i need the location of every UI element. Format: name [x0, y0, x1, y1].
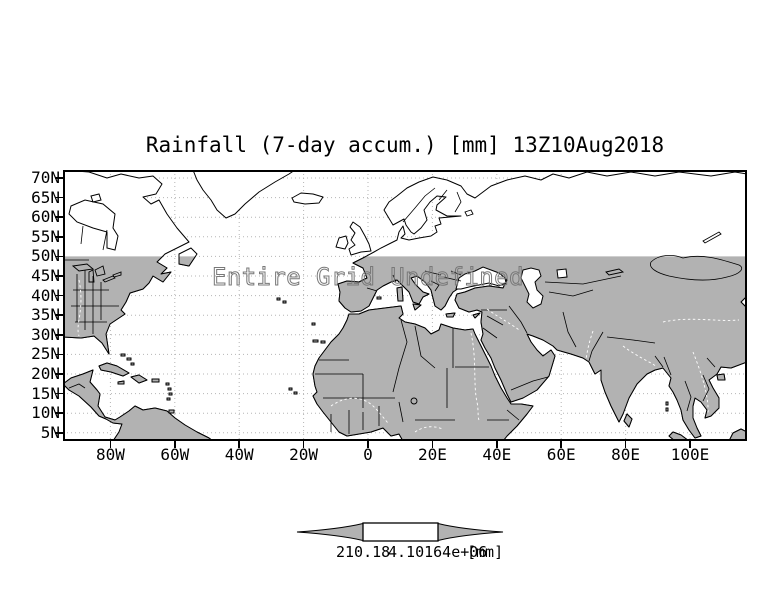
y-tick-mark: [55, 255, 63, 258]
colorbar-segment: [362, 522, 439, 542]
x-tick-label: 0: [363, 445, 373, 464]
y-tick-label: 70N: [31, 168, 60, 187]
x-tick-mark: [496, 441, 498, 448]
colorbar-units-label: [mm]: [467, 543, 504, 561]
x-tick-label: 20E: [417, 445, 447, 464]
chart-title: Rainfall (7-day accum.) [mm] 13Z10Aug201…: [145, 133, 665, 157]
y-tick-label: 40N: [31, 285, 60, 305]
x-tick-label: 40W: [224, 445, 254, 464]
country-borders: [63, 187, 743, 434]
x-tick-label: 80W: [95, 445, 125, 464]
world-map: [63, 170, 747, 441]
colorbar-max-label: 4.10164e+06: [388, 543, 488, 561]
x-tick-mark: [624, 441, 627, 448]
x-tick-mark: [431, 441, 434, 448]
x-tick-label: 40E: [482, 445, 512, 464]
rivers: [77, 279, 740, 433]
y-tick-mark: [55, 216, 63, 218]
y-tick-mark: [55, 412, 63, 414]
y-tick-label: 35N: [31, 305, 60, 325]
colorbar: [296, 522, 504, 542]
y-tick-label: 25N: [31, 344, 60, 364]
y-tick-mark: [55, 196, 63, 199]
y-tick-mark: [55, 314, 63, 316]
x-tick-mark: [174, 441, 176, 448]
y-tick-label: 45N: [31, 266, 60, 285]
y-tick-label: 5N: [40, 422, 60, 442]
x-tick-label: 60W: [160, 445, 190, 464]
x-tick-mark: [109, 441, 112, 448]
y-tick-label: 30N: [31, 324, 60, 344]
x-tick-mark: [238, 441, 240, 448]
colorbar-left-arrow: [296, 522, 364, 542]
y-tick-mark: [55, 294, 63, 297]
map-frame: [63, 170, 747, 441]
x-tick-mark: [367, 441, 369, 448]
x-tick-mark: [302, 441, 305, 448]
x-tick-label: 100E: [670, 445, 710, 464]
y-tick-mark: [55, 373, 63, 375]
lakes: [71, 209, 722, 405]
y-tick-mark: [55, 177, 63, 179]
x-tick-mark: [689, 441, 691, 448]
y-tick-mark: [55, 275, 63, 277]
y-tick-label: 55N: [31, 226, 60, 246]
y-tick-label: 60N: [31, 207, 60, 227]
y-tick-mark: [55, 353, 63, 356]
hudson-bay: [68, 193, 119, 251]
undefined-grid-annotation: Entire Grid Undefined: [212, 263, 524, 291]
x-tick-mark: [560, 441, 562, 448]
y-tick-label: 65N: [31, 187, 60, 207]
y-tick-label: 20N: [31, 364, 60, 383]
y-tick-label: 50N: [31, 246, 60, 266]
y-tick-mark: [55, 334, 63, 336]
y-tick-mark: [55, 392, 63, 395]
colorbar-min-label: 210.18: [336, 543, 391, 561]
x-tick-label: 80E: [611, 445, 641, 464]
y-tick-label: 15N: [31, 383, 60, 403]
y-tick-label: 10N: [31, 403, 60, 423]
y-tick-mark: [55, 236, 63, 238]
x-tick-label: 20W: [289, 445, 319, 464]
y-tick-mark: [55, 432, 63, 434]
x-tick-label: 60E: [546, 445, 576, 464]
inland-seas: [455, 266, 568, 309]
colorbar-right-arrow: [437, 522, 504, 542]
